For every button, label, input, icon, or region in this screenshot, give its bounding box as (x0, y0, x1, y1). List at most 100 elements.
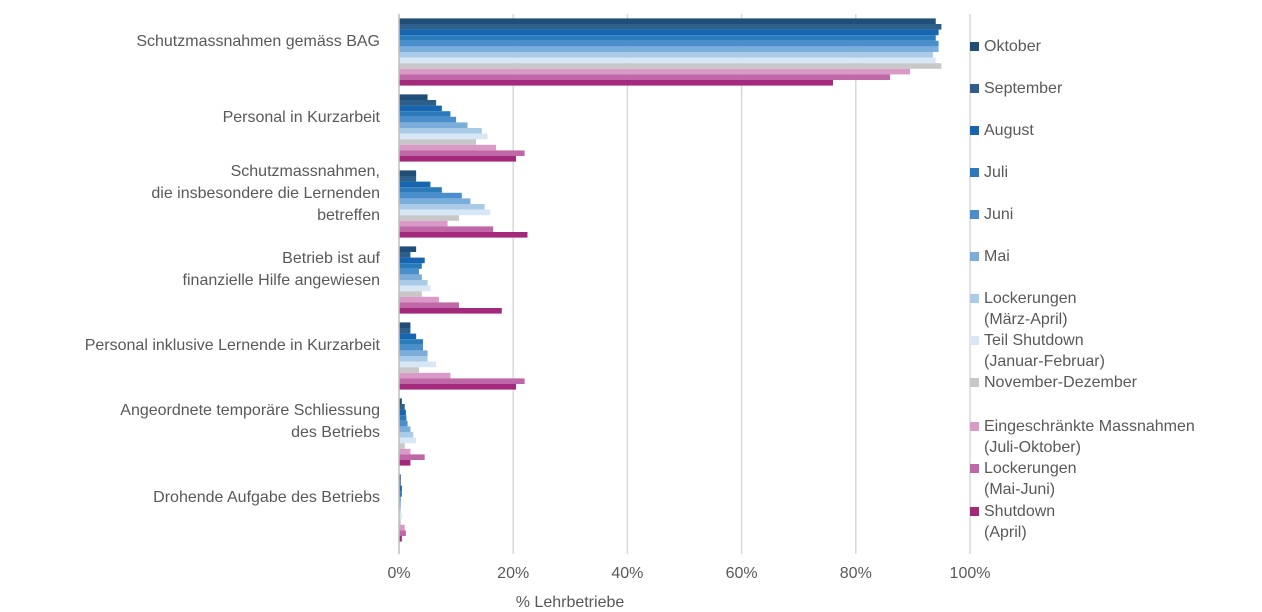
bar (399, 496, 401, 503)
category-label: Angeordnete temporäre Schliessung des Be… (120, 402, 380, 441)
legend-swatch (970, 336, 979, 345)
legend-swatch (970, 464, 979, 473)
bar (399, 460, 411, 466)
legend-label: Lockerungen (März-April) (984, 290, 1077, 328)
bar (399, 302, 459, 308)
legend-item: Lockerungen (Mai-Juni) (970, 458, 1077, 500)
bar (399, 252, 411, 258)
bar (399, 274, 422, 280)
legend-swatch (970, 84, 979, 93)
bar (399, 384, 517, 390)
bar (399, 111, 451, 117)
bar (399, 29, 939, 36)
bar (399, 133, 488, 140)
bar (399, 530, 406, 536)
bar (399, 232, 528, 238)
legend-item: Oktober (970, 36, 1041, 57)
bar (399, 420, 408, 427)
category-label: Betrieb ist auf finanzielle Hilfe angewi… (182, 250, 380, 289)
bar (399, 339, 423, 345)
bar (399, 378, 525, 384)
legend-swatch (970, 294, 979, 303)
bar (399, 502, 401, 508)
legend-item: Mai (970, 246, 1010, 267)
legend-item: September (970, 78, 1062, 99)
bar (399, 308, 502, 314)
bar (399, 144, 497, 151)
legend-label: Juni (984, 206, 1014, 223)
bar (399, 268, 419, 275)
bar (399, 333, 417, 340)
legend-label: Shutdown (April) (984, 503, 1056, 541)
bar (399, 437, 417, 444)
bar (399, 372, 451, 379)
legend-swatch (970, 168, 979, 177)
legend-label: Lockerungen (Mai-Juni) (984, 460, 1077, 498)
bar (399, 40, 939, 47)
gridlines (512, 14, 971, 554)
bar (399, 226, 494, 232)
bar (399, 94, 428, 100)
category-label: Personal in Kurzarbeit (222, 109, 380, 126)
bar (399, 432, 414, 438)
x-tick-label: 100% (949, 565, 991, 582)
bar (399, 524, 405, 531)
legend-label: Teil Shutdown (Januar-Februar) (984, 332, 1105, 370)
bar (399, 181, 431, 188)
bar (399, 536, 402, 542)
bar (399, 57, 936, 64)
bar (399, 209, 491, 216)
bar (399, 80, 833, 86)
legend-swatch (970, 210, 979, 219)
x-tick-label: 0% (387, 565, 411, 582)
bar (399, 474, 401, 480)
bars (399, 18, 942, 542)
legend-item: Eingeschränkte Massnahmen (Juli-Oktober) (970, 416, 1195, 458)
category-label: Drohende Aufgabe des Betriebs (153, 489, 380, 506)
legend-swatch (970, 42, 979, 51)
bar (399, 116, 457, 123)
bar (399, 480, 401, 486)
bar (399, 35, 936, 41)
category-label: Schutzmassnahmen, die insbesondere die L… (151, 163, 380, 224)
bar (399, 128, 482, 134)
bar (399, 519, 401, 525)
bar (399, 398, 402, 404)
bar (399, 485, 402, 492)
bar (399, 18, 936, 24)
x-tick-label: 80% (839, 565, 872, 582)
legend-item: Teil Shutdown (Januar-Februar) (970, 330, 1105, 372)
bar (399, 105, 442, 112)
bar (399, 513, 402, 520)
bar (399, 122, 468, 128)
bar (399, 491, 402, 497)
bar (399, 68, 911, 75)
bar (399, 24, 942, 30)
bar (399, 361, 437, 368)
legend-swatch (970, 422, 979, 431)
bar (399, 176, 417, 182)
legend-swatch (970, 378, 979, 387)
bar (399, 415, 407, 421)
legend-label: Mai (984, 248, 1010, 265)
bar (399, 454, 425, 460)
legend-item: November-Dezember (970, 372, 1137, 393)
bar (399, 409, 406, 416)
bar (399, 246, 417, 252)
x-tick-label: 60% (725, 565, 758, 582)
bar (399, 52, 933, 58)
legend-item: August (970, 120, 1034, 141)
bar (399, 508, 401, 514)
bar (399, 220, 448, 227)
legend-label: Eingeschränkte Massnahmen (Juli-Oktober) (984, 418, 1195, 456)
bar (399, 291, 422, 297)
bar (399, 443, 405, 449)
bar (399, 344, 423, 351)
bar (399, 296, 439, 303)
bar (399, 192, 462, 199)
bar (399, 426, 411, 432)
bar (399, 367, 419, 373)
bar (399, 74, 891, 80)
bar (399, 187, 442, 193)
